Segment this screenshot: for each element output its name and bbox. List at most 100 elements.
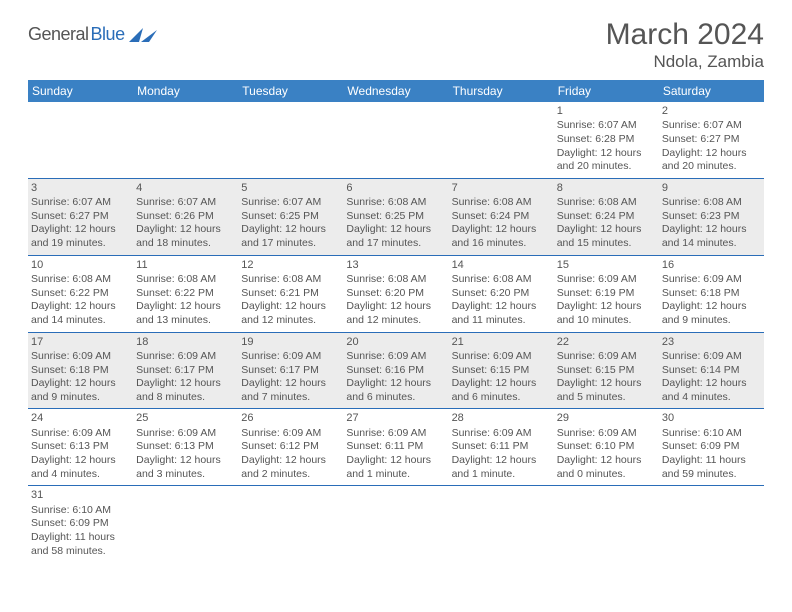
empty-cell: [133, 102, 238, 178]
sunset-text: Sunset: 6:11 PM: [346, 440, 445, 454]
day-cell: 14Sunrise: 6:08 AMSunset: 6:20 PMDayligh…: [449, 256, 554, 332]
daylight-text: Daylight: 12 hours and 4 minutes.: [31, 454, 130, 481]
day-number: 5: [241, 181, 340, 195]
day-number: 22: [557, 335, 656, 349]
day-cell: 20Sunrise: 6:09 AMSunset: 6:16 PMDayligh…: [343, 333, 448, 409]
sunset-text: Sunset: 6:13 PM: [31, 440, 130, 454]
day-cell: 9Sunrise: 6:08 AMSunset: 6:23 PMDaylight…: [659, 179, 764, 255]
brand-logo: General Blue: [28, 24, 157, 45]
daylight-text: Daylight: 12 hours and 7 minutes.: [241, 377, 340, 404]
brand-text-2: Blue: [91, 24, 125, 45]
daylight-text: Daylight: 12 hours and 6 minutes.: [452, 377, 551, 404]
day-cell: 19Sunrise: 6:09 AMSunset: 6:17 PMDayligh…: [238, 333, 343, 409]
sunrise-text: Sunrise: 6:08 AM: [346, 273, 445, 287]
day-cell: 27 Sunrise: 6:09 AMSunset: 6:11 PMDayligh…: [343, 409, 448, 485]
day-cell: 25Sunrise: 6:09 AMSunset: 6:13 PMDayligh…: [133, 409, 238, 485]
day-number: 18: [136, 335, 235, 349]
calendar: SundayMondayTuesdayWednesdayThursdayFrid…: [28, 80, 764, 562]
day-number: 30: [662, 411, 761, 425]
empty-cell: [28, 102, 133, 178]
daylight-text: Daylight: 12 hours and 19 minutes.: [31, 223, 130, 250]
empty-cell: [449, 486, 554, 562]
daylight-text: Daylight: 12 hours and 9 minutes.: [31, 377, 130, 404]
daylight-text: Daylight: 12 hours and 1 minute.: [346, 454, 445, 481]
day-number: 24: [31, 411, 130, 425]
day-number: 20: [346, 335, 445, 349]
weekday-header-row: SundayMondayTuesdayWednesdayThursdayFrid…: [28, 80, 764, 102]
daylight-text: Daylight: 12 hours and 9 minutes.: [662, 300, 761, 327]
sunrise-text: Sunrise: 6:08 AM: [662, 196, 761, 210]
day-cell: 7Sunrise: 6:08 AMSunset: 6:24 PMDaylight…: [449, 179, 554, 255]
day-number: 2: [662, 104, 761, 118]
weekday-header: Friday: [554, 80, 659, 102]
day-cell: 23Sunrise: 6:09 AMSunset: 6:14 PMDayligh…: [659, 333, 764, 409]
sunrise-text: Sunrise: 6:09 AM: [136, 350, 235, 364]
sunset-text: Sunset: 6:16 PM: [346, 364, 445, 378]
empty-cell: [554, 486, 659, 562]
daylight-text: Daylight: 12 hours and 10 minutes.: [557, 300, 656, 327]
empty-cell: [343, 486, 448, 562]
sunset-text: Sunset: 6:24 PM: [452, 210, 551, 224]
title-block: March 2024 Ndola, Zambia: [606, 18, 764, 72]
daylight-text: Daylight: 11 hours and 59 minutes.: [662, 454, 761, 481]
sunrise-text: Sunrise: 6:10 AM: [31, 504, 130, 518]
day-cell: 1Sunrise: 6:07 AMSunset: 6:28 PMDaylight…: [554, 102, 659, 178]
day-cell: 24 Sunrise: 6:09 AMSunset: 6:13 PMDayligh…: [28, 409, 133, 485]
sunrise-text: Sunrise: 6:09 AM: [452, 427, 551, 441]
sunrise-text: Sunrise: 6:08 AM: [452, 273, 551, 287]
sunset-text: Sunset: 6:28 PM: [557, 133, 656, 147]
day-number: 12: [241, 258, 340, 272]
sunrise-text: Sunrise: 6:09 AM: [557, 273, 656, 287]
daylight-text: Daylight: 12 hours and 12 minutes.: [241, 300, 340, 327]
sunrise-text: Sunrise: 6:08 AM: [452, 196, 551, 210]
sunrise-text: Sunrise: 6:08 AM: [241, 273, 340, 287]
brand-text-1: General: [28, 24, 89, 45]
day-number: 15: [557, 258, 656, 272]
sunset-text: Sunset: 6:15 PM: [557, 364, 656, 378]
sunrise-text: Sunrise: 6:09 AM: [346, 427, 445, 441]
day-number: 10: [31, 258, 130, 272]
sunrise-text: Sunrise: 6:09 AM: [136, 427, 235, 441]
sunrise-text: Sunrise: 6:09 AM: [346, 350, 445, 364]
day-cell: 5Sunrise: 6:07 AMSunset: 6:25 PMDaylight…: [238, 179, 343, 255]
day-cell: 13Sunrise: 6:08 AMSunset: 6:20 PMDayligh…: [343, 256, 448, 332]
day-cell: 29Sunrise: 6:09 AMSunset: 6:10 PMDayligh…: [554, 409, 659, 485]
week-row: 10 Sunrise: 6:08 AM Sunset: 6:22 PM Dayligh…: [28, 256, 764, 333]
month-title: March 2024: [606, 18, 764, 52]
day-number: 9: [662, 181, 761, 195]
daylight-text: Daylight: 12 hours and 3 minutes.: [136, 454, 235, 481]
daylight-text: Daylight: 12 hours and 18 minutes.: [136, 223, 235, 250]
day-cell: 15Sunrise: 6:09 AMSunset: 6:19 PMDayligh…: [554, 256, 659, 332]
sunrise-text: Sunrise: 6:09 AM: [31, 427, 130, 441]
day-number: 28: [452, 411, 551, 425]
day-number: 14: [452, 258, 551, 272]
sunrise-text: Sunrise: 6:07 AM: [241, 196, 340, 210]
sunrise-text: Sunrise: 6:09 AM: [241, 427, 340, 441]
sunset-text: Sunset: 6:20 PM: [452, 287, 551, 301]
sunrise-text: Sunrise: 6:08 AM: [136, 273, 235, 287]
day-number: 11: [136, 258, 235, 272]
sunrise-text: Sunrise: 6:09 AM: [557, 350, 656, 364]
day-number: 3: [31, 181, 130, 195]
sunset-text: Sunset: 6:20 PM: [346, 287, 445, 301]
daylight-text: Daylight: 12 hours and 16 minutes.: [452, 223, 551, 250]
week-row: 17Sunrise: 6:09 AMSunset: 6:18 PMDayligh…: [28, 333, 764, 410]
sunset-text: Sunset: 6:25 PM: [346, 210, 445, 224]
daylight-text: Daylight: 12 hours and 1 minute.: [452, 454, 551, 481]
day-cell: 17Sunrise: 6:09 AMSunset: 6:18 PMDayligh…: [28, 333, 133, 409]
day-number: 4: [136, 181, 235, 195]
day-cell: 12Sunrise: 6:08 AMSunset: 6:21 PMDayligh…: [238, 256, 343, 332]
day-number: 25: [136, 411, 235, 425]
weekday-header: Sunday: [28, 80, 133, 102]
sunrise-text: Sunrise: 6:09 AM: [662, 273, 761, 287]
sunset-text: Sunset: 6:23 PM: [662, 210, 761, 224]
sunrise-text: Sunrise: 6:07 AM: [557, 119, 656, 133]
sunset-text: Sunset: 6:18 PM: [662, 287, 761, 301]
daylight-text: Daylight: 12 hours and 14 minutes.: [662, 223, 761, 250]
daylight-text: Daylight: 12 hours and 4 minutes.: [662, 377, 761, 404]
day-number: 27: [346, 411, 445, 425]
daylight-text: Daylight: 12 hours and 12 minutes.: [346, 300, 445, 327]
sunset-text: Sunset: 6:21 PM: [241, 287, 340, 301]
sunset-text: Sunset: 6:17 PM: [136, 364, 235, 378]
sunset-text: Sunset: 6:22 PM: [31, 287, 130, 301]
